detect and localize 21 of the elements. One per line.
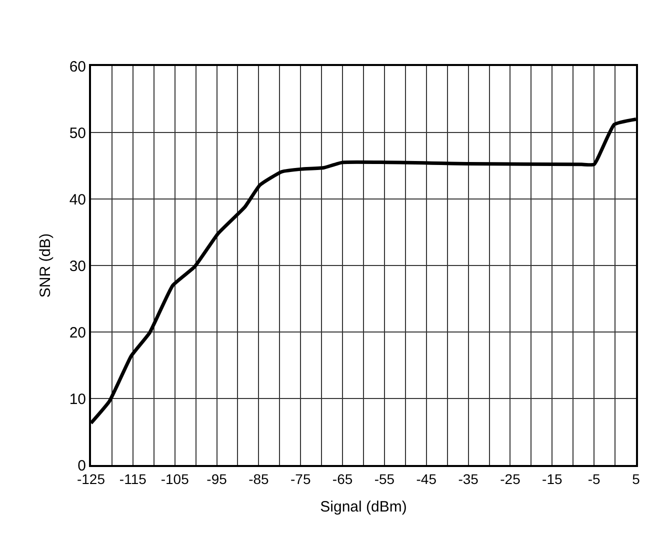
x-tick-label: -15 [542,470,562,487]
x-tick-label: -55 [374,470,395,487]
y-tick-label: 50 [69,124,86,142]
x-tick-label: -65 [332,470,353,487]
x-axis-title: Signal (dBm) [320,498,407,516]
x-tick-label: -25 [500,470,521,487]
x-tick-label: -95 [206,470,228,487]
x-tick-label: 5 [632,470,640,487]
x-tick-label: -85 [248,470,270,487]
x-tick-label: -5 [588,470,601,487]
y-tick-label: 40 [69,191,86,208]
x-tick-label: -105 [160,470,190,487]
y-tick-label: 60 [69,58,86,76]
y-axis-title: SNR (dB) [37,233,54,298]
x-tick-label: -45 [416,470,437,487]
y-tick-label: 30 [69,258,86,275]
y-tick-label: 10 [69,390,86,408]
x-tick-label: -75 [290,470,311,487]
x-tick-label: -35 [458,470,479,487]
y-tick-label: 20 [69,324,86,342]
x-tick-label: -115 [119,470,147,487]
